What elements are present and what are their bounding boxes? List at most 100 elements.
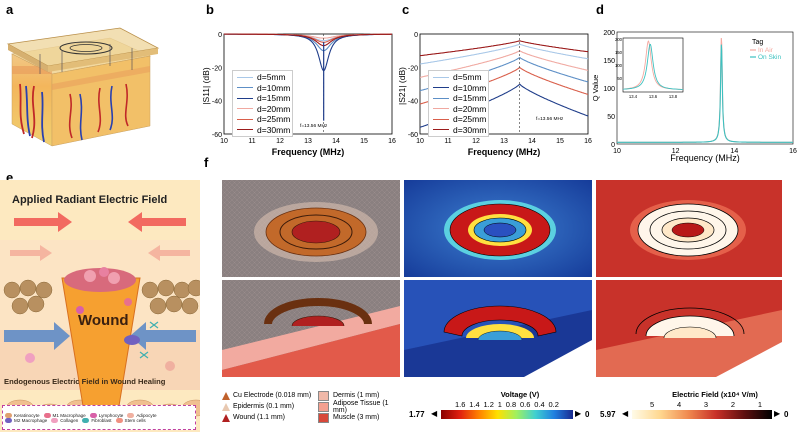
cell-legend-entry: Lymphocyte	[89, 412, 124, 418]
q-ytick: 100	[603, 86, 615, 93]
voltage-colorbar-tick: 1	[497, 400, 502, 409]
efield-colorbar-title: Electric Field (x10⁴ V/m)	[672, 390, 758, 399]
cell-legend-label: M1 Macrophage	[52, 412, 86, 418]
s11-series-line	[224, 33, 392, 47]
s11-legend-swatch	[237, 87, 253, 89]
s11-chart: |S11| (dB) Frequency (MHz) f=13.56 MHz 1…	[201, 32, 396, 157]
q-inset-xtick: 13.6	[649, 94, 658, 99]
q-inset-frame	[622, 37, 684, 93]
s21-annotation: f=13.56 MHz	[536, 116, 564, 122]
q-value-chart: Q Value Frequency (MHz) 10 12 14 1620015010…	[591, 30, 797, 163]
q-xtick: 16	[789, 148, 797, 155]
s21-xtick: 10	[416, 138, 424, 145]
s21-legend-label: d=25mm	[453, 114, 487, 125]
q-xtick: 12	[672, 148, 680, 155]
efield-colorbar-tick: 2	[730, 400, 736, 409]
material-legend-entry: Dermis (1 mm)	[318, 390, 404, 401]
material-swatch	[222, 402, 230, 411]
s11-legend-swatch	[237, 118, 253, 120]
efield-colorbar	[632, 410, 772, 419]
cell-type-legend: Keratinocyte M1 Macrophage Lymphocyte Adipo…	[2, 405, 196, 430]
s21-legend-entry: d=10mm	[431, 83, 486, 94]
applied-field-title: Applied Radiant Electric Field	[12, 194, 168, 206]
q-ytick: 150	[603, 58, 615, 65]
s21-legend-label: d=5mm	[453, 72, 482, 83]
panel-label-e: e	[6, 170, 14, 185]
s21-xtick: 15	[556, 138, 564, 145]
cell-legend-entry: Collagen	[51, 417, 78, 423]
materials-legend-right: Dermis (1 mm) Adipose Tissue (1 mm) Muscle…	[318, 390, 404, 423]
panel-label-f: f	[204, 155, 209, 170]
q-xtick: 14	[730, 148, 738, 155]
s11-xlabel: Frequency (MHz)	[272, 147, 345, 157]
s21-legend-label: d=10mm	[453, 82, 487, 93]
s11-legend-label: d=15mm	[257, 93, 291, 104]
voltage-colorbar-ticks: 1.6 1.4 1.2 1 0.8 0.6 0.4 0.2	[455, 400, 559, 409]
s11-legend-swatch	[237, 76, 253, 78]
efield-min-label: 0	[784, 410, 789, 419]
q-ytick: 0	[611, 142, 615, 149]
efield-max-label: 5.97	[600, 410, 616, 419]
mesh-cut-image	[222, 280, 400, 377]
s21-legend-swatch	[433, 87, 449, 89]
cell-legend-icon	[115, 417, 123, 423]
s11-legend-swatch	[237, 97, 253, 99]
wound-healing-illustration: Applied Radiant Electric Field Wound End…	[0, 180, 200, 432]
voltage-colorbar-tick: 0.6	[519, 400, 531, 409]
s21-xlabel: Frequency (MHz)	[468, 147, 541, 157]
cell-legend-icon	[82, 417, 90, 423]
s11-legend-entry: d=10mm	[235, 83, 290, 94]
efield-top-image	[596, 180, 782, 277]
efield-colorbar-tick: 3	[703, 400, 709, 409]
s21-legend-swatch	[433, 129, 449, 131]
s21-legend-entry: d=5mm	[431, 72, 486, 83]
s11-legend-entry: d=5mm	[235, 72, 290, 83]
s21-xtick: 14	[528, 138, 536, 145]
s21-chart: |S21| (dB) Frequency (MHz) f=13.56 MHz 1…	[397, 32, 592, 157]
s11-xtick: 10	[220, 138, 228, 145]
s11-legend-label: d=25mm	[257, 114, 291, 125]
s21-series-line	[419, 43, 589, 65]
panel-label-a: a	[6, 2, 14, 17]
q-ytick: 200	[603, 30, 615, 37]
efield-colorbar-tick: 5	[650, 400, 655, 409]
skin-patch-illustration	[6, 27, 160, 147]
q-inset-ytick: 100	[615, 63, 623, 68]
s11-annotation: f=13.56 MHz	[300, 123, 328, 129]
voltage-colorbar-tick: 1.2	[483, 400, 494, 409]
s21-xtick: 13	[500, 138, 508, 145]
q-xtick: 10	[613, 148, 621, 155]
cell-legend-label: Adipocyte	[136, 412, 157, 418]
s21-legend-swatch	[433, 76, 449, 78]
cell-legend-label: Lymphocyte	[98, 412, 124, 418]
s21-legend-entry: d=30mm	[431, 125, 486, 136]
cell-legend-label: Stem cells	[124, 417, 146, 423]
q-legend-label: In Air	[758, 47, 774, 54]
cell-legend-label: M2 Macrophage	[14, 417, 48, 423]
voltage-min-arrow: ◀	[431, 409, 438, 418]
material-swatch	[222, 391, 230, 400]
material-swatch	[318, 390, 329, 401]
material-swatch	[318, 412, 329, 423]
panel-label-c: c	[402, 2, 410, 17]
s21-legend-swatch	[433, 108, 449, 110]
s21-xtick: 12	[472, 138, 480, 145]
s11-xtick: 14	[332, 138, 340, 145]
mesh-top-image	[222, 180, 400, 277]
voltage-cut-image	[404, 280, 592, 377]
q-legend-label: On Skin	[758, 54, 782, 61]
cell-legend-entry: Keratinocyte	[5, 412, 40, 418]
cell-legend-entry: Stem cells	[115, 417, 146, 423]
material-label: Adipose Tissue (1 mm)	[332, 399, 389, 414]
panel-label-d: d	[596, 2, 604, 17]
voltage-min-label: 0	[585, 410, 590, 419]
material-legend-entry: Muscle (3 mm)	[318, 412, 404, 423]
material-swatch	[318, 401, 329, 412]
s21-legend-label: d=20mm	[453, 103, 487, 114]
s21-ytick: -60	[408, 132, 418, 139]
s11-ytick: -20	[212, 65, 222, 72]
s21-legend-label: d=30mm	[453, 124, 487, 135]
s21-legend-swatch	[433, 118, 449, 120]
cell-legend-icon	[89, 412, 97, 418]
s11-legend-entry: d=25mm	[235, 114, 290, 125]
